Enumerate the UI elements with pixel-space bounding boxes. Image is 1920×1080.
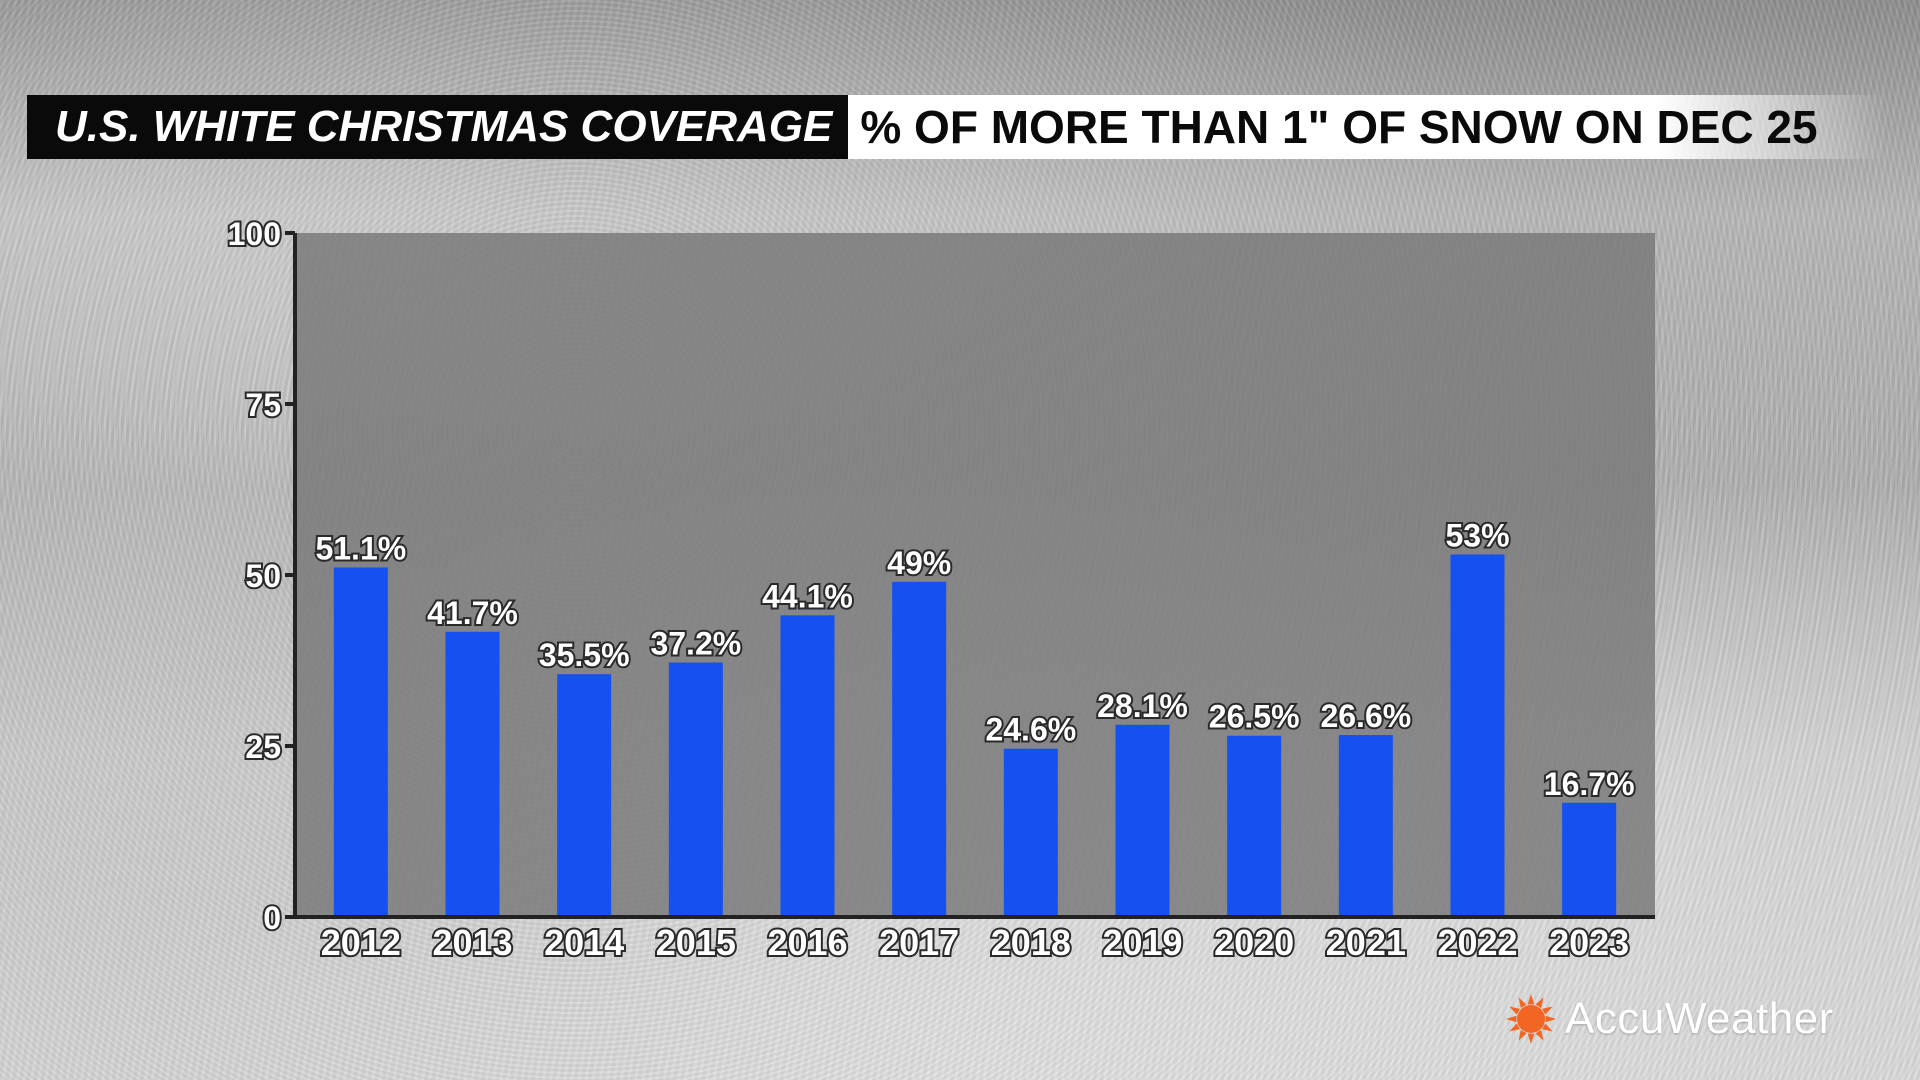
data-label-2018: 24.6% [985, 712, 1076, 748]
x-tick-label-2015: 2015 [656, 922, 736, 963]
x-tick-label-2013: 2013 [432, 922, 512, 963]
data-label-2019: 28.1% [1097, 688, 1188, 724]
y-tick-label-100: 100 [228, 216, 281, 252]
axes-group: 2012 2013 2014 2015 2016 2017 2018 2019 2020 2021… [226, 214, 1655, 965]
data-label-2017: 49% [887, 545, 951, 581]
bars-group: 51.1% 41.7% 35.5% 37.2% 44.1% 49% 24.6% 28.1% 26… [313, 515, 1637, 917]
x-tick-label-2020: 2020 [1214, 922, 1294, 963]
data-label-2021: 26.6% [1320, 698, 1411, 734]
sun-icon [1506, 994, 1556, 1044]
data-label-2022: 53% [1445, 517, 1509, 553]
data-label-2015: 37.2% [650, 626, 741, 662]
y-tick-label-75: 75 [245, 387, 281, 423]
accuweather-logo: AccuWeather [1505, 993, 1834, 1045]
x-tick-label-2017: 2017 [879, 922, 959, 963]
bar-2014 [557, 674, 612, 917]
x-tick-label-2016: 2016 [767, 922, 847, 963]
x-tick-label-2018: 2018 [991, 922, 1071, 963]
x-tick-label-2019: 2019 [1102, 922, 1182, 963]
bar-2017 [892, 581, 947, 917]
bar-2023 [1562, 802, 1617, 917]
bar-2020 [1227, 735, 1282, 917]
x-tick-label-2014: 2014 [544, 922, 624, 963]
chart-title: U.S. WHITE CHRISTMAS COVERAGE [27, 95, 849, 159]
x-tick-label-2012: 2012 [321, 922, 401, 963]
chart-subtitle: % OF MORE THAN 1" OF SNOW ON DEC 25 [848, 95, 1887, 159]
title-bar: U.S. WHITE CHRISTMAS COVERAGE % OF MORE … [27, 95, 1887, 159]
y-tick-label-0: 0 [263, 900, 281, 936]
data-label-2020: 26.5% [1209, 699, 1300, 735]
data-label-2014: 35.5% [539, 637, 630, 673]
bar-2018 [1003, 748, 1058, 917]
bar-2013 [445, 631, 500, 917]
bar-2016 [780, 615, 835, 917]
plot-area [295, 233, 1655, 917]
bar-2015 [668, 662, 723, 917]
x-tick-label-2023: 2023 [1549, 922, 1629, 963]
x-tick-label-2021: 2021 [1326, 922, 1406, 963]
x-tick-label-2022: 2022 [1437, 922, 1517, 963]
data-label-2012: 51.1% [315, 530, 406, 566]
brand-name: AccuWeather [1565, 994, 1834, 1043]
data-label-2013: 41.7% [427, 595, 518, 631]
data-label-2023: 16.7% [1544, 766, 1635, 802]
data-label-2016: 44.1% [762, 578, 853, 614]
bar-2012 [333, 567, 388, 917]
bar-2022 [1450, 554, 1505, 917]
bar-2021 [1338, 735, 1393, 917]
bar-2019 [1115, 724, 1170, 917]
y-tick-label-50: 50 [245, 558, 281, 594]
y-tick-label-25: 25 [245, 729, 281, 765]
